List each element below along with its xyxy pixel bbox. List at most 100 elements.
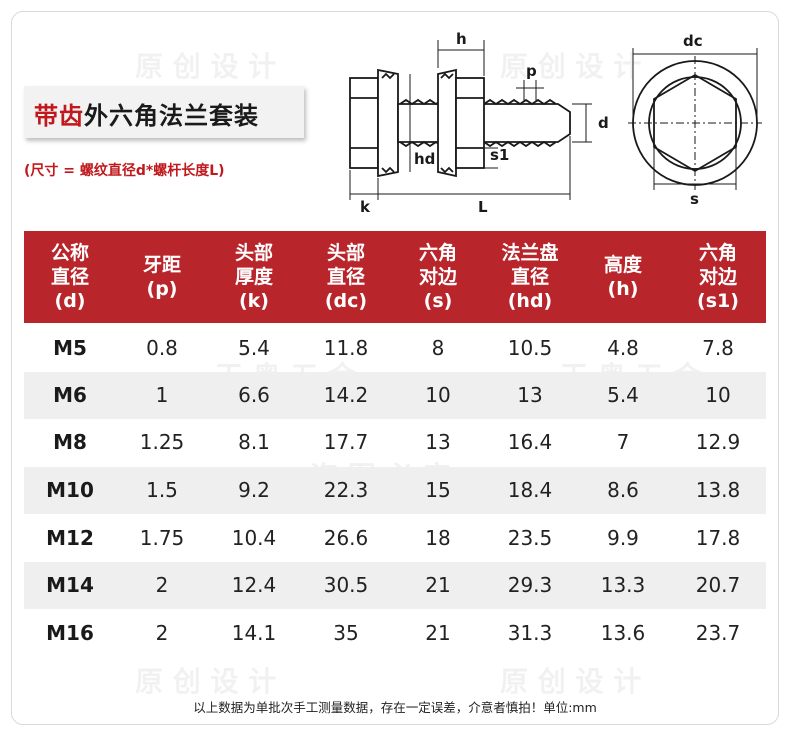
value-cell: 15 <box>425 478 451 502</box>
column-header-line: 头部 <box>326 242 365 264</box>
column-header-line: (s1) <box>697 290 739 312</box>
value-cell: 20.7 <box>695 573 741 597</box>
value-cell: 29.3 <box>507 573 553 597</box>
label-p: p <box>526 62 537 80</box>
value-cell: 10.5 <box>507 336 553 360</box>
column-header-line: 厚度 <box>234 266 273 288</box>
column-header: 公称 直径 (d) <box>24 231 116 323</box>
value-cell: 6.6 <box>238 383 270 407</box>
value-cell: 8 <box>431 336 445 360</box>
value-cell: 13 <box>425 430 451 454</box>
value-cell: 21 <box>425 621 451 645</box>
table-row: M8 1.25 8.1 17.7 13 16.4 7 12.9 <box>24 419 766 466</box>
size-formula-note: (尺寸 = 螺纹直径d*螺杆长度L) <box>24 163 225 179</box>
value-cell: 13.6 <box>600 621 646 645</box>
value-cell: 31.3 <box>507 621 553 645</box>
column-header-line: (p) <box>146 278 178 300</box>
value-cell: 4.8 <box>607 336 639 360</box>
value-cell: 18 <box>425 526 451 550</box>
label-L: L <box>478 198 488 216</box>
value-cell: 10 <box>425 383 451 407</box>
column-header-line: (d) <box>54 290 86 312</box>
column-header-line: (dc) <box>324 290 368 312</box>
column-header: 牙距 (p) <box>116 231 208 323</box>
value-cell: 7.8 <box>702 336 734 360</box>
value-cell: 21 <box>425 573 451 597</box>
value-cell: 1 <box>155 383 169 407</box>
spec-table-header: 公称 直径 (d) 牙距 (p) 头部 厚度 (k) 头部 直径 (dc) 六角 对边 (s) 法兰盘 直径(… <box>24 231 766 323</box>
label-s1: s1 <box>490 146 509 164</box>
column-header: 头部 直径 (dc) <box>300 231 392 323</box>
size-cell: M10 <box>46 478 94 502</box>
value-cell: 10.4 <box>231 526 277 550</box>
value-cell: 1.5 <box>146 478 178 502</box>
value-cell: 35 <box>333 621 359 645</box>
column-header-line: (h) <box>607 278 639 300</box>
bolt-technical-drawing: h p d hd s1 k L dc s <box>349 30 762 216</box>
column-header-line: 六角 <box>698 242 737 264</box>
column-header-line: 对边 <box>418 266 457 288</box>
value-cell: 9.9 <box>607 526 639 550</box>
nut-flange-shape <box>437 68 457 178</box>
value-cell: 30.5 <box>323 573 369 597</box>
column-header-line: 直径 <box>510 266 549 288</box>
value-cell: 13.8 <box>695 478 741 502</box>
value-cell: 1.75 <box>139 526 185 550</box>
size-cell: M6 <box>53 383 87 407</box>
column-header-line: 法兰盘 <box>501 242 559 264</box>
measurement-disclaimer: 以上数据为单批次手工测量数据，存在一定误差，介意者慎拍！单位:mm <box>193 700 597 715</box>
value-cell: 14.1 <box>231 621 277 645</box>
value-cell: 17.7 <box>323 430 369 454</box>
column-header: 高度 (h) <box>576 231 670 323</box>
value-cell: 5.4 <box>238 336 270 360</box>
value-cell: 16.4 <box>507 430 553 454</box>
table-row: M14 2 12.4 30.5 21 29.3 13.3 20.7 <box>24 562 766 609</box>
value-cell: 2 <box>155 573 169 597</box>
table-row: M10 1.5 9.2 22.3 15 18.4 8.6 13.8 <box>24 467 766 514</box>
nut-body-shape <box>455 77 485 169</box>
value-cell: 23.7 <box>695 621 741 645</box>
column-header-line: (s) <box>423 290 453 312</box>
value-cell: 11.8 <box>323 336 369 360</box>
label-dc: dc <box>683 32 703 50</box>
size-cell: M12 <box>46 526 94 550</box>
size-cell: M14 <box>46 573 94 597</box>
column-header-line: 直径 <box>50 266 89 288</box>
column-header: 六角 对边 (s) <box>392 231 484 323</box>
table-row: M12 1.75 10.4 26.6 18 23.5 9.9 17.8 <box>24 515 766 562</box>
label-hd: hd <box>414 150 435 168</box>
value-cell: 2 <box>155 621 169 645</box>
label-h: h <box>456 30 467 48</box>
label-k: k <box>360 198 371 216</box>
label-s: s <box>690 190 699 208</box>
column-header-line: (k) <box>238 290 269 312</box>
column-header: 法兰盘 直径 (hd) <box>484 231 576 323</box>
column-header-line: (hd) <box>507 290 553 312</box>
value-cell: 0.8 <box>146 336 178 360</box>
table-row: M16 2 14.1 35 21 31.3 13.6 23.7 <box>24 610 766 657</box>
size-cell: M8 <box>53 430 87 454</box>
table-row: M5 0.8 5.4 11.8 8 10.5 4.8 7.8 <box>24 325 766 372</box>
value-cell: 12.4 <box>231 573 277 597</box>
value-cell: 13.3 <box>600 573 646 597</box>
table-row: M6 1 6.6 14.2 10 13 5.4 10 <box>24 372 766 419</box>
column-header-line: 公称 <box>50 242 89 264</box>
label-d: d <box>598 114 609 132</box>
column-header-line: 高度 <box>603 254 642 276</box>
column-header-line: 对边 <box>698 266 737 288</box>
column-header: 头部 厚度 (k) <box>208 231 300 323</box>
value-cell: 22.3 <box>323 478 369 502</box>
title-highlight: 带齿 <box>34 102 84 130</box>
value-cell: 17.8 <box>695 526 741 550</box>
value-cell: 5.4 <box>607 383 639 407</box>
value-cell: 14.2 <box>323 383 369 407</box>
title-rest: 外六角法兰套装 <box>84 102 259 130</box>
value-cell: 12.9 <box>695 430 741 454</box>
size-cell: M5 <box>53 336 87 360</box>
title-box: 带齿外六角法兰套装 <box>24 86 304 138</box>
value-cell: 23.5 <box>507 526 553 550</box>
bolt-head-shape <box>349 77 379 169</box>
column-header: 六角 对边 (s1) <box>670 231 766 323</box>
value-cell: 26.6 <box>323 526 369 550</box>
value-cell: 18.4 <box>507 478 553 502</box>
